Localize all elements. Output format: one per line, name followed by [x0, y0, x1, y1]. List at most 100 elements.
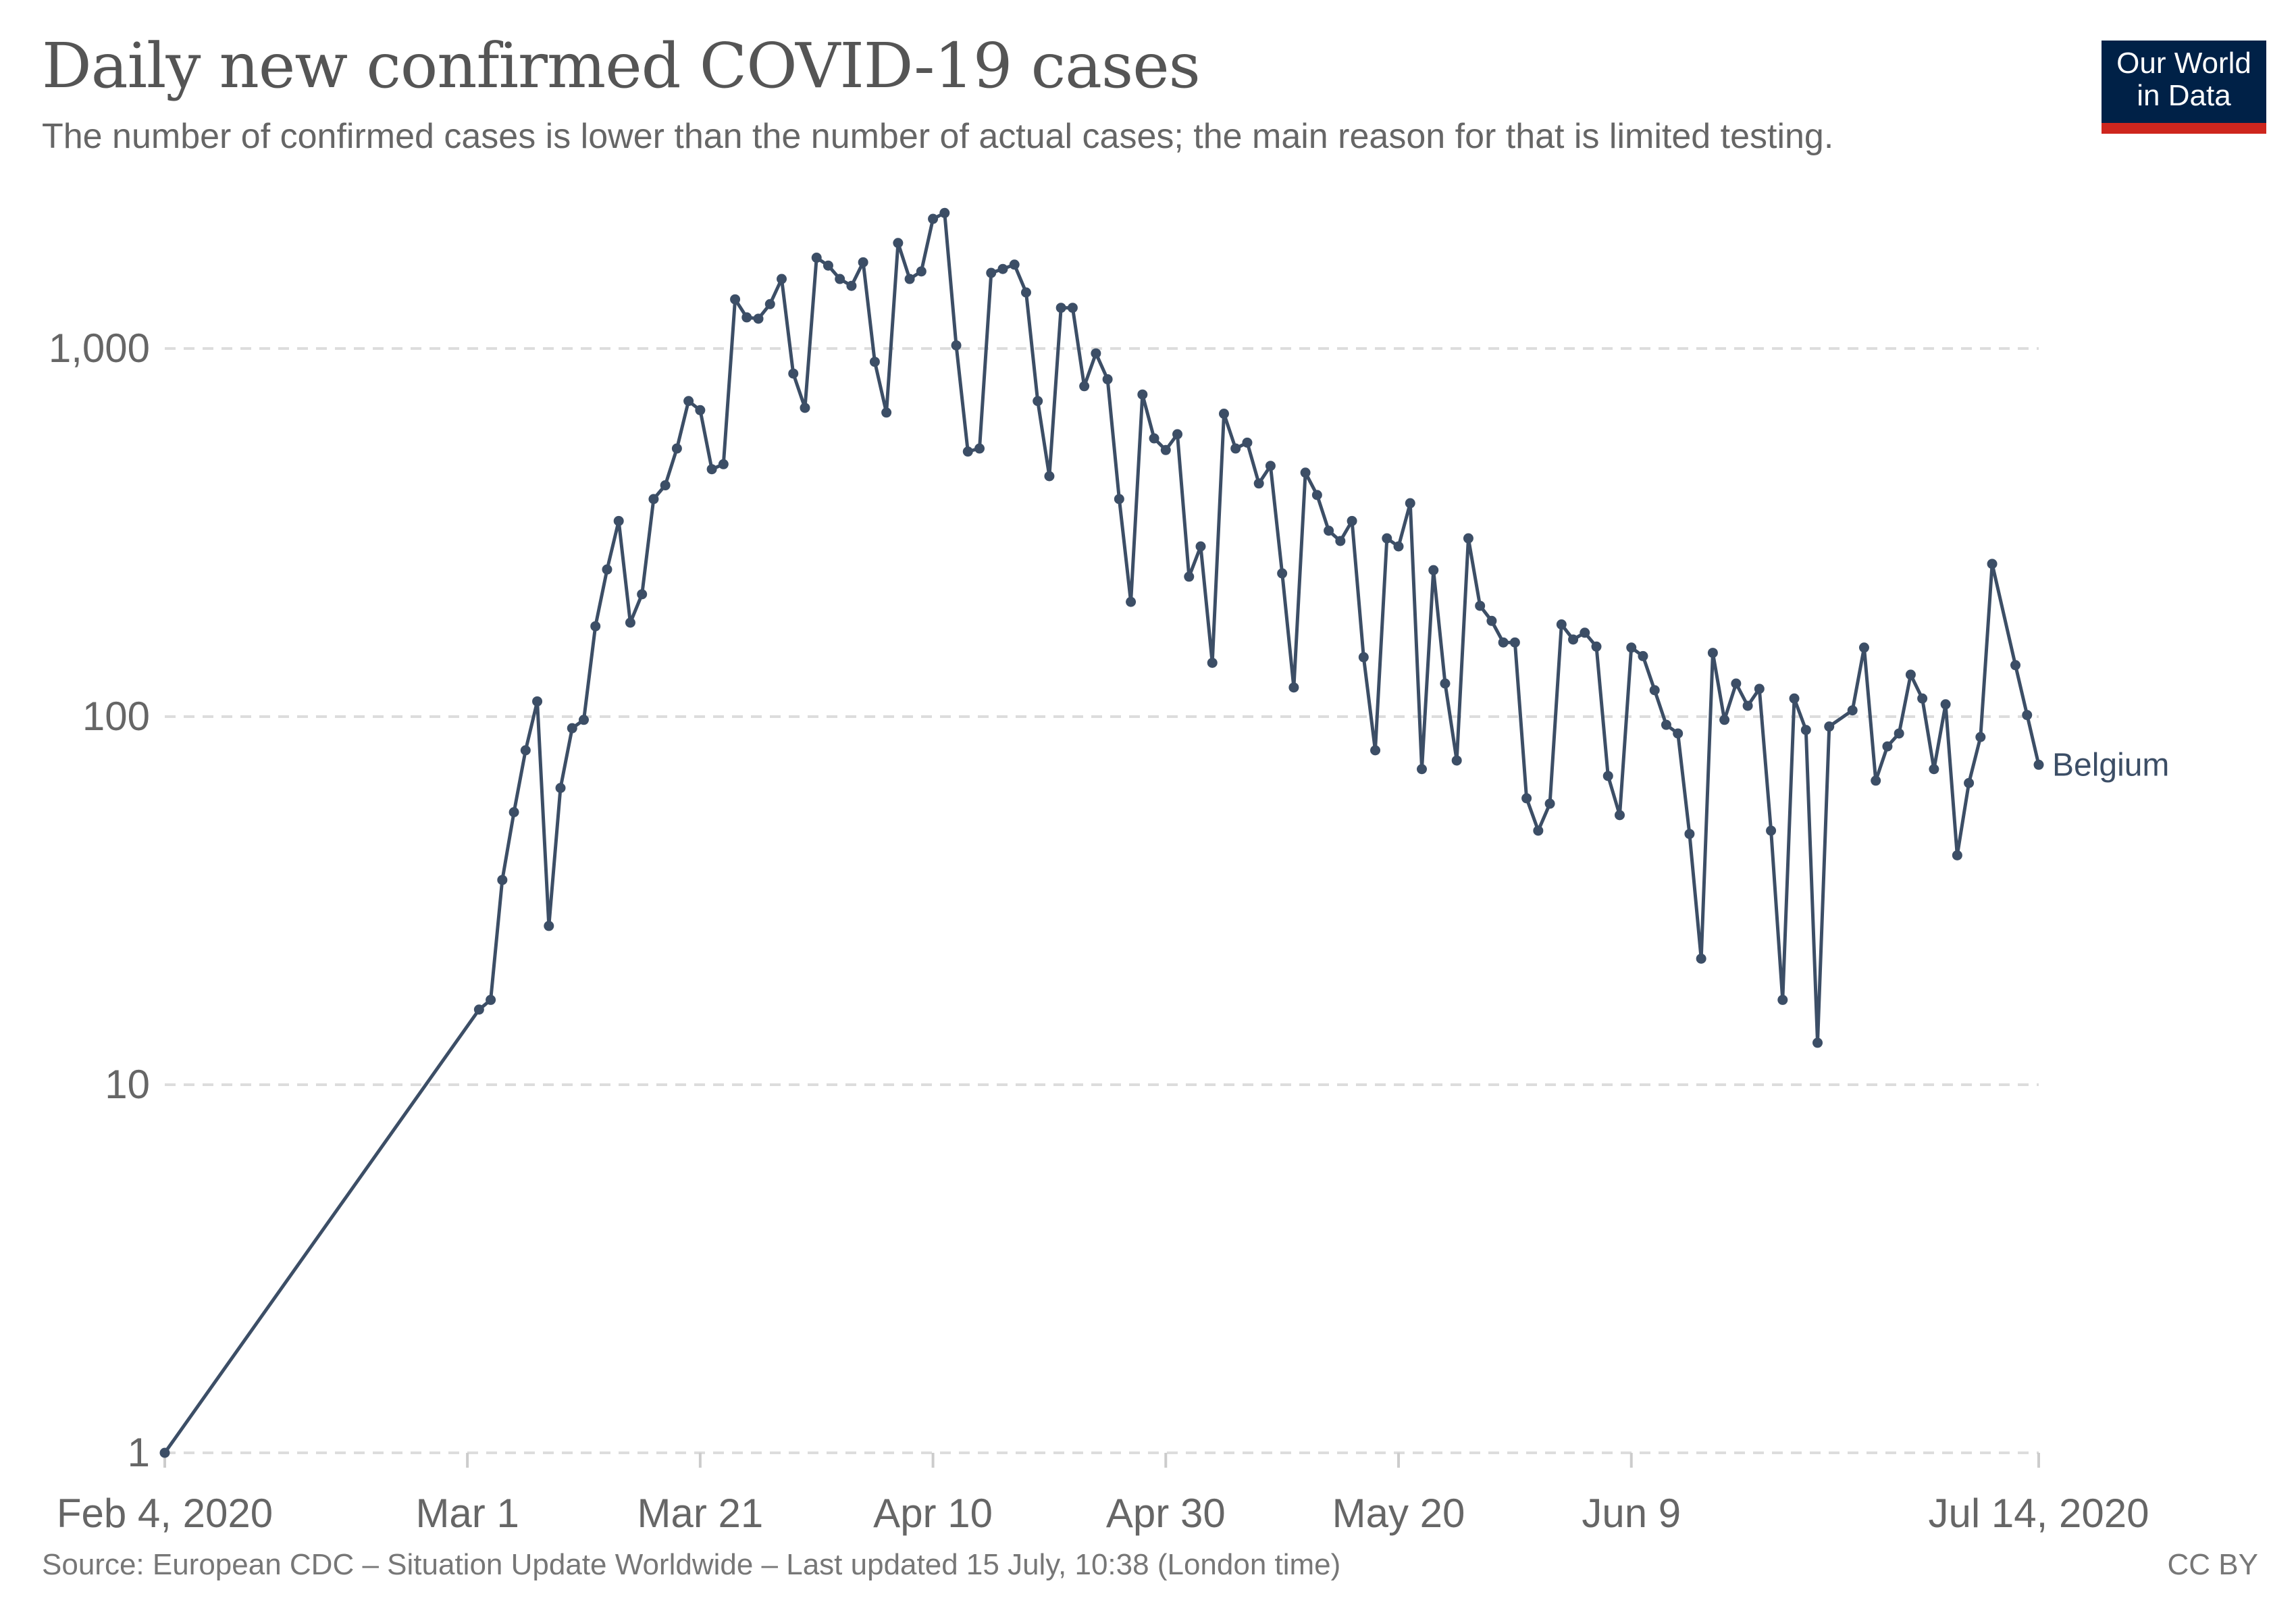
- data-point: [1311, 490, 1322, 500]
- data-point: [1218, 409, 1229, 419]
- data-point: [1568, 634, 1579, 645]
- data-point: [1486, 615, 1497, 626]
- data-point: [1172, 429, 1183, 440]
- data-point: [1451, 755, 1462, 766]
- data-point: [1556, 619, 1567, 630]
- data-point: [567, 723, 577, 734]
- data-point: [986, 267, 997, 278]
- series-label: Belgium: [2052, 747, 2169, 783]
- y-tick-label: 1: [128, 1430, 150, 1475]
- x-axis: Feb 4, 2020 Mar 1 Mar 21 Apr 10 Apr 30 May 20…: [57, 1453, 2149, 1536]
- data-point: [2010, 660, 2021, 671]
- data-point: [1393, 541, 1404, 552]
- data-point: [578, 715, 589, 725]
- data-point: [1242, 437, 1253, 448]
- data-point: [1591, 641, 1602, 652]
- data-point: [497, 875, 508, 885]
- grid-lines: [165, 347, 2039, 1454]
- data-point: [1207, 657, 1218, 668]
- data-point: [1067, 303, 1078, 313]
- data-point: [1149, 433, 1159, 444]
- data-point: [1533, 825, 1544, 836]
- data-point: [1987, 559, 1998, 569]
- data-point: [1475, 600, 1486, 611]
- data-point: [1626, 642, 1637, 653]
- source-note[interactable]: Source: European CDC – Situation Update …: [42, 1548, 1341, 1581]
- data-point: [1905, 669, 1916, 680]
- data-point: [2022, 710, 2033, 721]
- data-point: [1719, 715, 1730, 725]
- data-point: [555, 783, 566, 794]
- data-point: [660, 480, 671, 491]
- data-point: [1370, 745, 1381, 756]
- chart-subtitle: The number of confirmed cases is lower t…: [42, 117, 1834, 156]
- data-point: [1649, 685, 1660, 696]
- data-point: [648, 494, 659, 505]
- data-point: [881, 407, 892, 418]
- data-point: [962, 446, 973, 457]
- data-point: [1416, 764, 1427, 775]
- data-point: [916, 266, 927, 277]
- data-point: [1777, 994, 1788, 1005]
- data-point: [1160, 444, 1171, 455]
- data-point: [1055, 303, 1066, 313]
- data-point: [811, 253, 822, 263]
- data-point: [1347, 515, 1357, 526]
- data-point: [1102, 374, 1113, 385]
- data-point: [695, 405, 706, 415]
- data-point: [1684, 829, 1695, 840]
- data-point: [1871, 775, 1881, 786]
- data-point: [1707, 648, 1718, 659]
- logo-text: Our World in Data: [2102, 47, 2266, 112]
- data-point: [1463, 533, 1473, 544]
- data-point: [1230, 443, 1241, 454]
- data-point: [1742, 700, 1753, 711]
- data-point: [473, 1004, 484, 1015]
- data-point: [1544, 798, 1555, 809]
- logo-accent-bar: [2102, 123, 2266, 134]
- x-tick-label: Mar 21: [637, 1491, 763, 1536]
- data-point: [777, 274, 787, 284]
- data-point: [741, 312, 752, 323]
- data-point: [637, 589, 648, 600]
- license-link[interactable]: CC BY: [2167, 1548, 2258, 1581]
- data-point: [159, 1447, 170, 1458]
- data-point: [1929, 764, 1939, 775]
- data-point: [1277, 568, 1288, 579]
- data-point: [1696, 953, 1706, 964]
- data-point: [1894, 728, 1904, 739]
- data-point: [671, 443, 682, 454]
- data-point: [730, 294, 741, 305]
- data-point: [1952, 850, 1962, 860]
- data-point: [1673, 728, 1684, 739]
- data-point: [800, 403, 810, 413]
- data-point: [1358, 652, 1369, 663]
- data-point: [1265, 461, 1276, 471]
- data-point: [1521, 793, 1532, 804]
- data-point: [1335, 536, 1346, 546]
- data-point: [1044, 471, 1055, 482]
- data-point: [590, 621, 601, 632]
- data-point: [846, 280, 857, 291]
- x-tick-label: Feb 4, 2020: [57, 1491, 273, 1536]
- data-point: [544, 921, 554, 931]
- chart-title: Daily new confirmed COVID-19 cases: [42, 30, 1201, 102]
- data-point: [1789, 693, 1800, 704]
- data-point: [951, 340, 962, 351]
- data-point: [1033, 396, 1043, 407]
- data-point: [1324, 525, 1334, 536]
- data-point: [753, 313, 764, 324]
- owid-logo[interactable]: Our World in Data: [2102, 41, 2266, 134]
- data-point: [1509, 637, 1520, 648]
- data-point: [1964, 777, 1975, 788]
- data-point: [997, 263, 1008, 274]
- data-point: [1382, 533, 1392, 544]
- data-point: [835, 274, 845, 284]
- data-point: [1428, 565, 1439, 575]
- data-point: [869, 357, 880, 367]
- x-tick-label: Apr 10: [873, 1491, 993, 1536]
- data-point: [764, 299, 775, 309]
- data-point: [1917, 693, 1928, 704]
- data-point: [1975, 731, 1986, 742]
